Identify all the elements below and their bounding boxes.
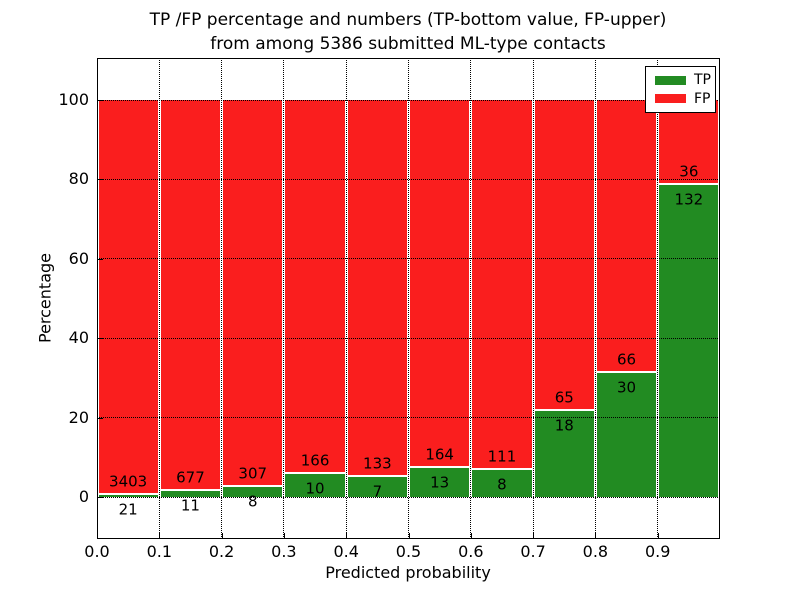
x-tick-label: 0.4 [333, 542, 359, 561]
bar-segment-fp [472, 100, 532, 471]
bar-label-fp: 36 [679, 162, 699, 181]
bar-label-tp: 7 [372, 482, 383, 501]
bar-segment-fp [347, 100, 407, 478]
v-gridline [158, 58, 160, 539]
bar-segment-fp [410, 100, 470, 468]
bar-label-tp: 11 [180, 496, 200, 515]
bar-column [223, 100, 283, 497]
tp-swatch-icon [655, 75, 686, 85]
bar-label-fp: 164 [425, 445, 454, 464]
v-gridline [283, 58, 285, 539]
x-tick-label: 0.9 [644, 542, 671, 561]
v-gridline [657, 58, 659, 539]
bar-label-tp: 30 [617, 378, 637, 397]
bar-label-tp: 10 [305, 479, 325, 498]
x-tick-label: 0.1 [146, 542, 173, 561]
y-tick-label: 40 [68, 328, 89, 348]
bar-label-tp: 132 [674, 190, 704, 209]
y-tick-label: 60 [68, 248, 89, 268]
y-tick-mark [98, 258, 103, 260]
x-tick-mark [97, 533, 98, 538]
bar-label-tp: 18 [554, 416, 574, 435]
bar-column [410, 100, 470, 497]
x-tick-mark [470, 533, 472, 538]
x-tick-label: 0.0 [84, 542, 110, 561]
x-tick-mark [595, 533, 597, 538]
x-tick-mark [221, 533, 223, 538]
y-tick-label: 100 [58, 90, 89, 109]
bar-column [472, 100, 532, 497]
y-tick-mark [98, 100, 103, 101]
bar-segment-fp [160, 100, 221, 491]
bar-label-fp: 307 [238, 464, 268, 483]
bar-label-tp: 21 [118, 500, 138, 519]
h-gridline [97, 337, 720, 339]
bar-label-fp: 65 [554, 388, 574, 407]
x-tick-label: 0.6 [458, 542, 484, 561]
h-gridline [97, 258, 720, 260]
bar-column [534, 100, 594, 497]
x-tick-mark [408, 533, 410, 538]
bar-segment-fp [534, 100, 594, 411]
bar-column [160, 100, 221, 497]
x-tick-label: 0.2 [208, 542, 235, 561]
fp-swatch-icon [655, 94, 686, 104]
bar-column [596, 100, 657, 497]
legend-entry-fp: FP [646, 92, 715, 106]
x-tick-mark [657, 533, 659, 538]
x-tick-label: 0.3 [271, 542, 297, 561]
chart-title-line1: TP /FP percentage and numbers (TP-bottom… [149, 10, 667, 30]
x-tick-label: 0.8 [582, 542, 609, 561]
bar-segment-fp [98, 100, 158, 495]
v-gridline [532, 58, 534, 539]
y-tick-mark [98, 179, 103, 181]
bar-label-fp: 111 [487, 447, 517, 466]
bar-column [347, 100, 407, 497]
v-gridline [221, 58, 223, 539]
legend-entry-tp: TP [646, 73, 715, 87]
bar-label-fp: 66 [617, 350, 637, 369]
x-tick-mark [346, 533, 348, 538]
y-tick-label: 0 [78, 487, 89, 506]
bar-column [285, 100, 345, 497]
h-gridline [97, 417, 720, 419]
y-tick-label: 20 [68, 407, 89, 427]
x-tick-mark [283, 533, 285, 538]
bar-segment-fp [285, 100, 345, 475]
legend-label-tp: TP [694, 72, 711, 89]
v-gridline [470, 58, 472, 539]
x-tick-mark [533, 533, 535, 538]
y-tick-label: 80 [68, 169, 89, 189]
y-tick-mark [98, 417, 103, 419]
h-gridline [97, 178, 720, 180]
bar-label-tp: 8 [247, 492, 258, 511]
v-gridline [594, 58, 596, 539]
bar-label-fp: 3403 [109, 472, 148, 491]
bar-segment-fp [596, 100, 657, 373]
y-tick-mark [98, 338, 103, 340]
x-axis-label: Predicted probability [325, 563, 491, 582]
bar-column [659, 100, 719, 497]
h-gridline [97, 496, 720, 498]
legend-label-fp: FP [694, 90, 711, 107]
y-tick-mark [98, 497, 103, 498]
bar-segment-fp [223, 100, 283, 487]
bar-segment-fp [659, 100, 719, 186]
x-tick-label: 0.7 [520, 542, 546, 561]
bar-label-tp: 8 [497, 475, 507, 494]
chart-title-line2: from among 5386 submitted ML-type contac… [210, 34, 606, 54]
bar-label-fp: 133 [363, 454, 392, 473]
bar-label-fp: 677 [176, 468, 205, 487]
x-tick-mark [159, 533, 161, 538]
bar-label-fp: 166 [300, 451, 330, 470]
v-gridline [408, 58, 409, 539]
legend: TP FP [645, 66, 716, 113]
v-gridline [345, 58, 347, 539]
h-gridline [97, 99, 720, 101]
bar-column [98, 100, 158, 497]
x-tick-label: 0.5 [395, 542, 422, 561]
bar-label-tp: 13 [430, 473, 450, 492]
